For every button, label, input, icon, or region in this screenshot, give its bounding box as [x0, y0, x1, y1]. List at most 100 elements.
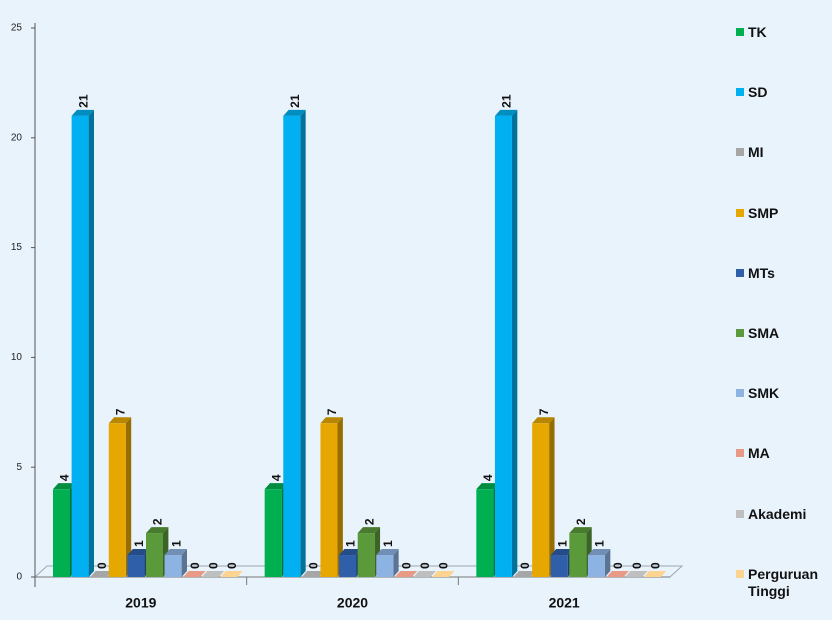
legend-label: SMP: [748, 204, 779, 221]
data-label: 0: [188, 562, 202, 569]
legend-label: MI: [748, 144, 764, 161]
data-label: 1: [169, 540, 183, 547]
legend-swatch: [736, 28, 744, 36]
bar-top: [569, 527, 592, 534]
bar-side: [604, 549, 611, 577]
legend-label: Perguruan Tinggi: [748, 565, 819, 599]
data-label: 1: [381, 540, 395, 547]
bar-top: [164, 549, 187, 556]
x-tick-label: 2019: [125, 595, 156, 611]
legend-swatch: [736, 449, 744, 458]
x-tick-label: 2020: [337, 595, 368, 611]
bar-top: [201, 571, 225, 577]
bar: [146, 533, 163, 577]
bar: [569, 533, 587, 577]
legend-swatch: [736, 389, 744, 398]
bar: [320, 423, 338, 577]
data-label: 1: [555, 540, 569, 547]
data-label: 4: [58, 474, 72, 481]
legend-swatch: [736, 509, 744, 518]
data-label: 7: [325, 408, 339, 415]
data-label: 0: [418, 562, 432, 569]
data-label: 0: [611, 562, 625, 569]
bar-top: [339, 549, 362, 556]
bar: [283, 115, 301, 577]
bar-top: [320, 417, 343, 424]
x-tick-label: 2021: [549, 595, 580, 611]
legend-item: SMK: [736, 385, 828, 402]
y-tick-label: 10: [11, 352, 23, 363]
bar: [164, 555, 182, 577]
bar-side: [549, 417, 555, 577]
legend-label: SD: [748, 84, 768, 101]
bar-top: [494, 109, 518, 116]
bar-top: [513, 571, 536, 577]
bar: [71, 115, 89, 577]
legend-item: MTs: [736, 265, 828, 282]
legend-item: SMP: [736, 205, 828, 222]
data-label: 0: [95, 562, 109, 569]
legend-item: SMA: [736, 325, 828, 342]
bar-side: [88, 109, 94, 577]
legend-label: MTs: [748, 264, 775, 281]
legend-item: Perguruan Tinggi: [736, 566, 828, 600]
bar-top: [264, 483, 288, 490]
bar-top: [220, 571, 243, 577]
legend-item: MA: [736, 445, 828, 462]
data-label: 0: [648, 562, 662, 569]
bar: [339, 555, 357, 577]
bar-top: [643, 571, 667, 577]
data-label: 7: [537, 408, 551, 415]
data-label: 1: [593, 540, 607, 547]
bar-top: [301, 571, 325, 577]
bar-top: [376, 549, 399, 556]
data-label: 2: [574, 518, 588, 525]
bar-top: [53, 483, 76, 490]
legend-item: MI: [736, 144, 828, 161]
data-label: 1: [132, 540, 146, 547]
bar-top: [127, 549, 150, 556]
bar-top: [587, 549, 611, 556]
data-label: 21: [76, 94, 90, 108]
bar-side: [125, 417, 132, 577]
legend-swatch: [736, 569, 744, 578]
data-label: 21: [500, 94, 514, 108]
y-tick-label: 25: [11, 23, 23, 34]
bar-top: [413, 571, 436, 577]
bar-side: [181, 549, 187, 577]
data-label: 4: [481, 474, 495, 481]
data-label: 4: [269, 474, 283, 481]
legend-swatch: [736, 329, 744, 337]
bar-side: [337, 417, 343, 577]
legend-item: SD: [736, 84, 828, 101]
data-label: 7: [113, 408, 127, 415]
bar-top: [606, 571, 629, 577]
bar-top: [183, 571, 206, 577]
bar-top: [283, 109, 306, 116]
bar-top: [532, 417, 555, 424]
y-tick-label: 0: [16, 572, 22, 583]
bar-side: [300, 109, 306, 577]
legend-label: SMK: [748, 385, 780, 402]
legend-swatch: [736, 88, 744, 97]
bar-top: [394, 571, 418, 577]
bar-top: [108, 417, 132, 424]
bar-top: [146, 527, 169, 534]
bar: [53, 489, 70, 577]
legend-swatch: [736, 208, 744, 217]
data-label: 1: [344, 540, 358, 547]
bar: [376, 555, 394, 577]
legend-label: MA: [748, 445, 770, 462]
data-label: 0: [206, 562, 220, 569]
legend-swatch: [736, 148, 744, 157]
bar-side: [393, 549, 399, 577]
bar: [550, 555, 568, 577]
bar: [108, 423, 126, 577]
legend-label: SMA: [748, 325, 780, 341]
legend-label: Akademi: [748, 505, 807, 522]
bar-top: [625, 571, 648, 577]
data-label: 2: [151, 518, 165, 525]
bar: [357, 533, 375, 577]
data-label: 0: [400, 562, 414, 569]
